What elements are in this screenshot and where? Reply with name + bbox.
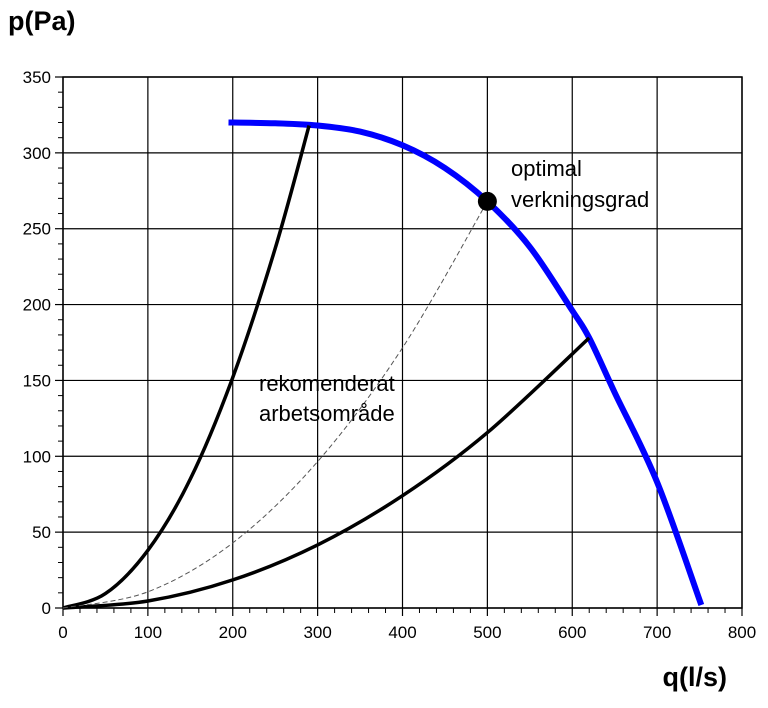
annotation-optimal-line1: optimal [511,156,582,181]
y-tick-label-300: 300 [23,144,51,163]
series-line-1 [62,125,311,610]
y-tick-label-100: 100 [23,447,51,466]
y-tick-label-150: 150 [23,371,51,390]
x-tick-label-400: 400 [388,623,416,642]
axes [62,76,743,609]
series-line-3 [62,201,488,609]
optimal-point-marker [477,191,497,211]
markers [477,191,497,211]
annotation-range-line1: rekomenderat [259,371,395,396]
y-tick-label-200: 200 [23,296,51,315]
x-tick-label-300: 300 [303,623,331,642]
annotation-optimal-line2: verkningsgrad [511,187,649,212]
series [62,119,705,610]
x-tick-label-100: 100 [134,623,162,642]
y-tick-label-350: 350 [23,68,51,87]
y-axis-title: p(Pa) [8,6,76,36]
series-line-2 [62,336,591,610]
y-tick-label-250: 250 [23,220,51,239]
x-axis-title: q(l/s) [663,662,728,692]
x-tick-label-700: 700 [643,623,671,642]
y-tick-label-50: 50 [32,523,51,542]
x-tick-label-600: 600 [558,623,586,642]
x-tick-label-800: 800 [728,623,756,642]
x-tick-label-500: 500 [473,623,501,642]
plot-frame [62,76,743,609]
annotation-range-line2: arbetsområde [259,401,395,426]
minor-ticks [55,76,743,616]
series-line-0 [228,119,705,607]
x-tick-label-200: 200 [219,623,247,642]
tick-labels: 0 100 200 300 400 500 600 700 800 0 50 100 150 200 250… [23,68,757,642]
y-tick-label-0: 0 [42,599,51,618]
x-tick-label-0: 0 [58,623,67,642]
